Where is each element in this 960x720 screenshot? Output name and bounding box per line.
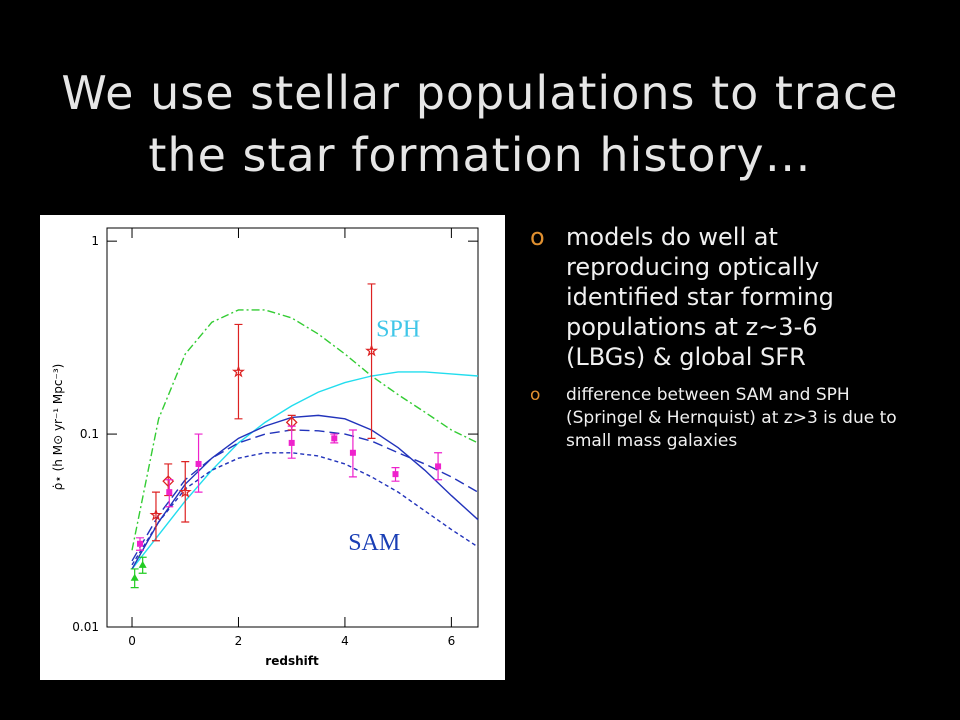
annotation: SAM: [348, 530, 400, 556]
bullet: o models do well at reproducing optically…: [530, 222, 900, 372]
error-bar: [181, 461, 190, 523]
slide-title: We use stellar populations to trace the …: [61, 66, 899, 182]
y-tick-label: 1: [91, 234, 99, 248]
data-point: [137, 540, 144, 547]
data-point: [178, 485, 192, 498]
model-curve: [131, 371, 479, 570]
bullet-marker: o: [530, 385, 541, 405]
bullet-text: models do well at reproducing optically …: [566, 223, 834, 371]
error-bar: [234, 323, 243, 420]
data-point: [231, 365, 245, 378]
x-tick-label: 4: [341, 634, 349, 648]
data-point: [138, 560, 147, 568]
model-curve: [131, 414, 479, 570]
chart-background: [40, 215, 505, 680]
data-point: [331, 435, 338, 442]
data-point: [365, 344, 379, 357]
data-point: [166, 489, 173, 496]
model-curve: [131, 429, 479, 562]
x-tick-label: 0: [128, 634, 136, 648]
bullet-text: difference between SAM and SPH (Springel…: [566, 385, 897, 451]
data-point: [392, 471, 399, 478]
data-point: [149, 508, 163, 521]
chart: redshift ρ̇⋆ (h M⊙ yr⁻¹ Mpc⁻³) 0 2 4 6 0.01 0…: [40, 215, 505, 680]
data-point: [435, 463, 442, 470]
model-curve: [131, 309, 479, 551]
error-bar: [367, 283, 376, 439]
bullet: o difference between SAM and SPH (Springe…: [530, 384, 900, 453]
data-point: [195, 460, 202, 467]
y-tick-label: 0.1: [80, 427, 99, 441]
x-tick-label: 6: [448, 634, 456, 648]
y-tick-label: 0.01: [72, 620, 99, 634]
data-point: [349, 449, 356, 456]
plot-frame: [106, 227, 479, 628]
annotation: SPH: [376, 317, 420, 343]
bullet-list: o models do well at reproducing optically…: [530, 222, 900, 453]
model-curve: [131, 452, 479, 566]
bullet-marker: o: [530, 223, 545, 251]
x-axis-label: redshift: [265, 654, 319, 668]
data-point: [130, 573, 139, 581]
x-tick-label: 2: [235, 634, 243, 648]
y-axis-label: ρ̇⋆ (h M⊙ yr⁻¹ Mpc⁻³): [51, 364, 65, 491]
data-point: [288, 439, 295, 446]
